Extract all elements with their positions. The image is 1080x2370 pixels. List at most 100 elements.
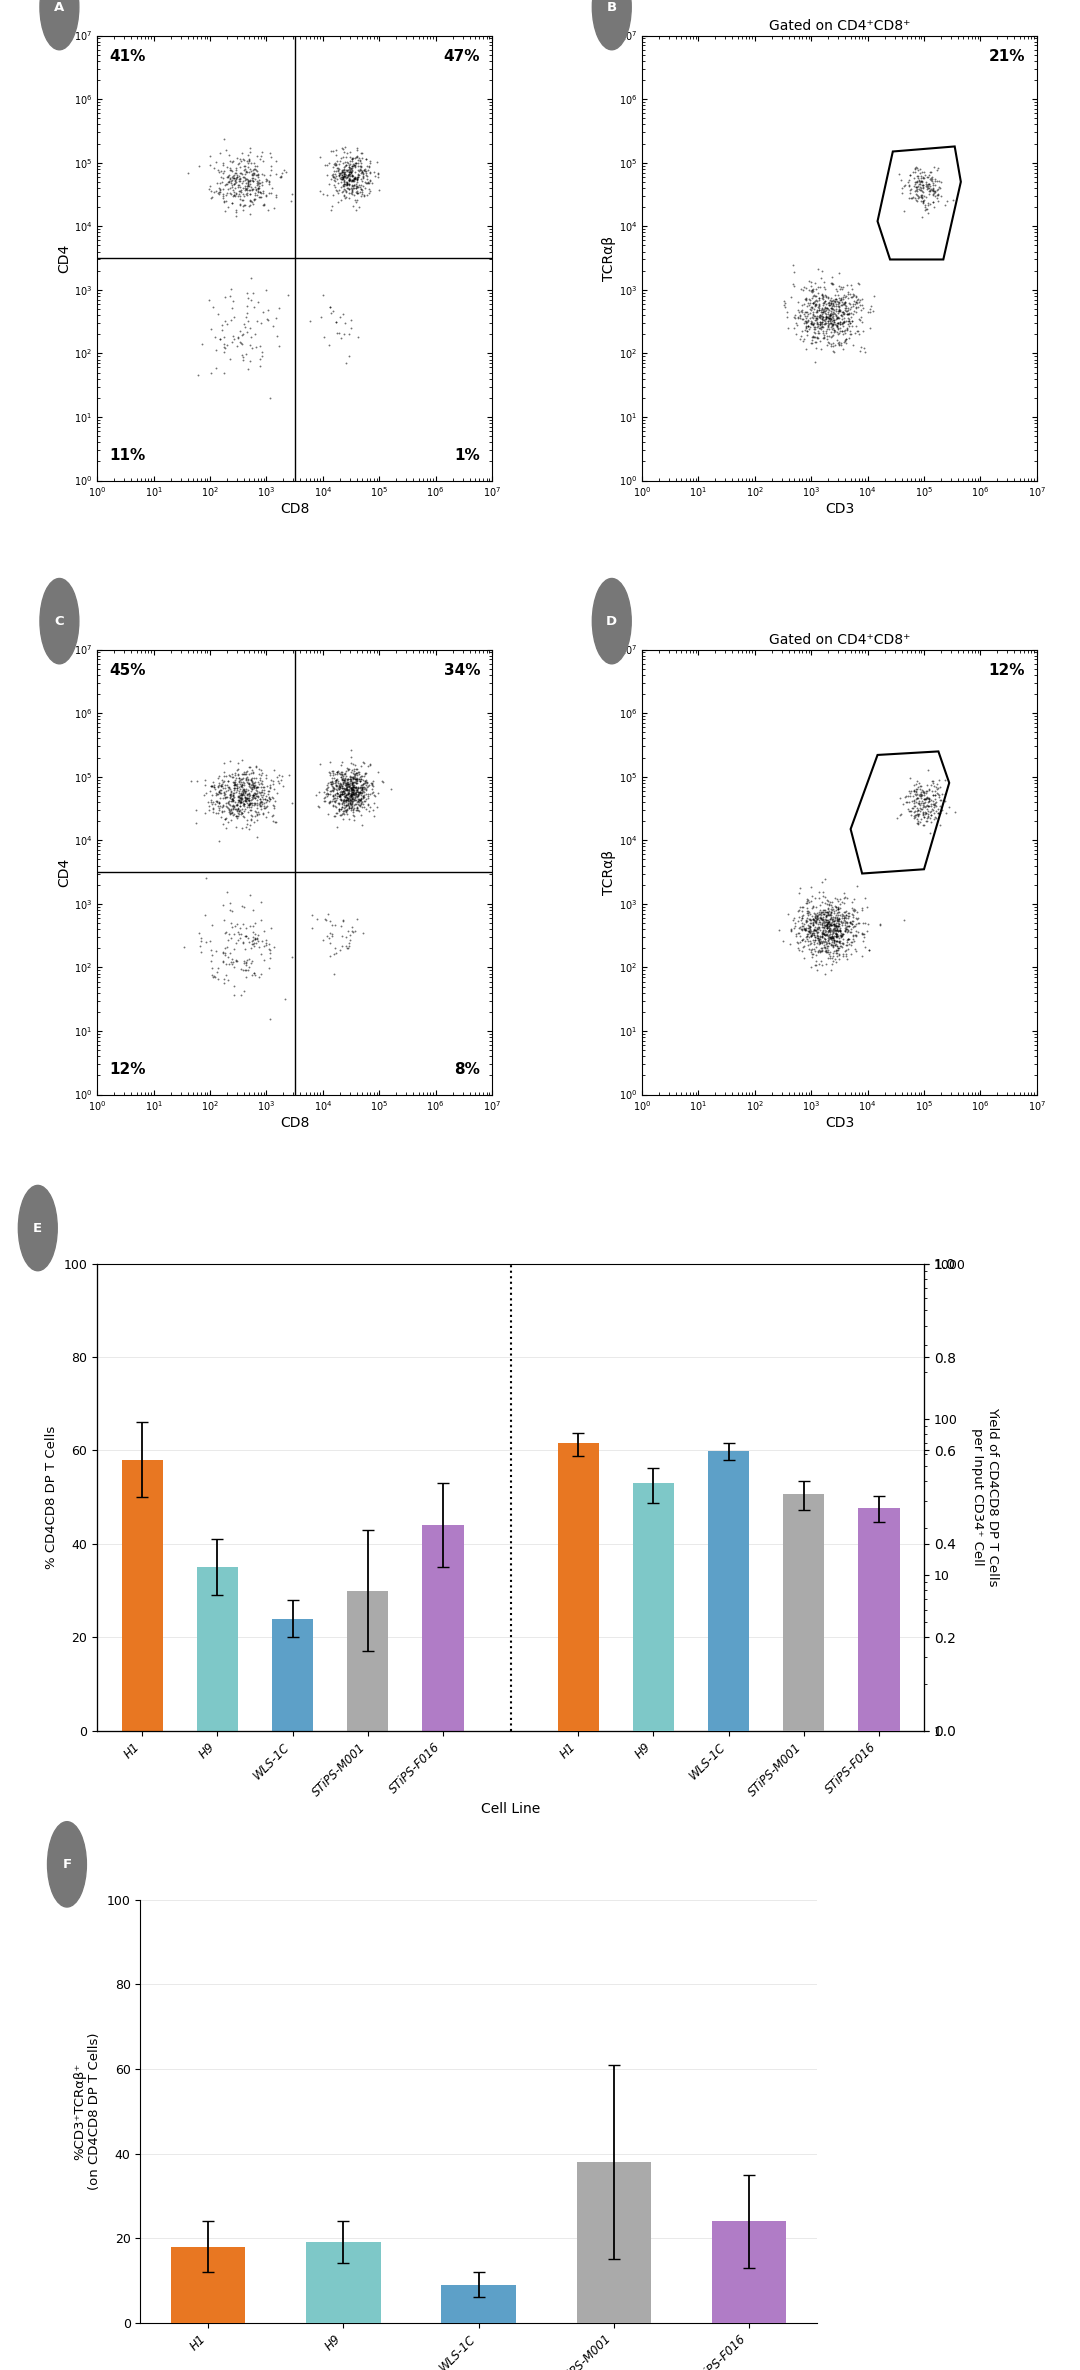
Point [334,145,351,182]
Point [231,180,248,218]
Point [229,912,246,950]
Point [828,273,846,310]
Point [346,147,363,185]
Point [343,175,361,213]
Point [315,782,333,820]
Point [916,784,933,822]
Point [241,171,258,209]
Point [365,154,382,192]
Point [812,258,829,296]
Point [928,161,945,199]
Point [811,299,828,337]
Point [215,744,232,782]
Point [340,161,357,199]
Point [926,787,943,825]
Point [906,171,923,209]
Point [232,950,249,988]
Point [822,280,839,318]
Point [839,920,856,957]
Point [818,292,835,329]
Point [327,766,345,803]
Point [822,905,839,943]
Point [774,922,792,960]
Point [833,327,850,365]
Point [837,282,854,320]
Point [814,915,832,953]
Point [811,920,828,957]
Point [214,180,231,218]
Point [345,161,362,199]
Point [353,154,370,192]
Point [915,182,932,220]
Point [806,318,823,356]
Point [342,775,360,813]
Point [833,268,850,306]
Point [901,792,918,830]
Point [796,310,813,348]
Point [904,782,921,820]
Point [814,294,832,332]
Point [221,787,239,825]
Point [249,168,267,206]
Point [361,789,378,827]
Point [211,784,228,822]
Point [347,780,364,818]
Point [334,761,351,799]
Point [838,320,855,358]
Point [811,917,828,955]
Point [827,898,845,936]
Point [264,168,281,206]
Point [244,161,261,199]
Point [829,901,847,939]
Point [828,939,846,976]
Point [795,320,812,358]
Point [257,777,274,815]
Point [233,742,251,780]
Point [329,152,347,190]
Point [829,905,847,943]
Point [350,768,367,806]
Point [338,168,355,206]
Point [234,770,252,808]
Point [839,893,856,931]
Point [343,161,361,199]
Point [224,780,241,818]
Point [845,920,862,957]
Point [918,168,935,206]
Point [360,747,377,784]
Point [228,152,245,190]
Point [798,898,815,936]
Point [348,182,365,220]
Point [341,922,359,960]
Point [352,149,369,187]
Point [782,912,799,950]
Point [822,917,839,955]
Point [333,789,350,827]
Point [926,768,943,806]
Point [342,175,360,213]
Point [343,147,361,185]
Point [308,901,325,939]
Point [794,898,811,936]
Point [222,794,240,832]
Point [918,178,935,216]
Point [242,799,259,837]
Point [254,154,271,192]
Point [238,950,255,988]
Point [831,929,848,967]
Point [341,133,359,171]
Point [791,898,808,936]
Point [793,292,810,329]
Point [322,924,339,962]
Point [266,751,283,789]
Point [233,777,251,815]
Point [325,166,342,204]
Point [892,796,909,834]
Point [833,915,850,953]
Point [339,789,356,827]
Point [343,782,361,820]
Point [239,171,256,209]
Point [226,766,243,803]
Point [337,770,354,808]
Point [804,915,821,953]
